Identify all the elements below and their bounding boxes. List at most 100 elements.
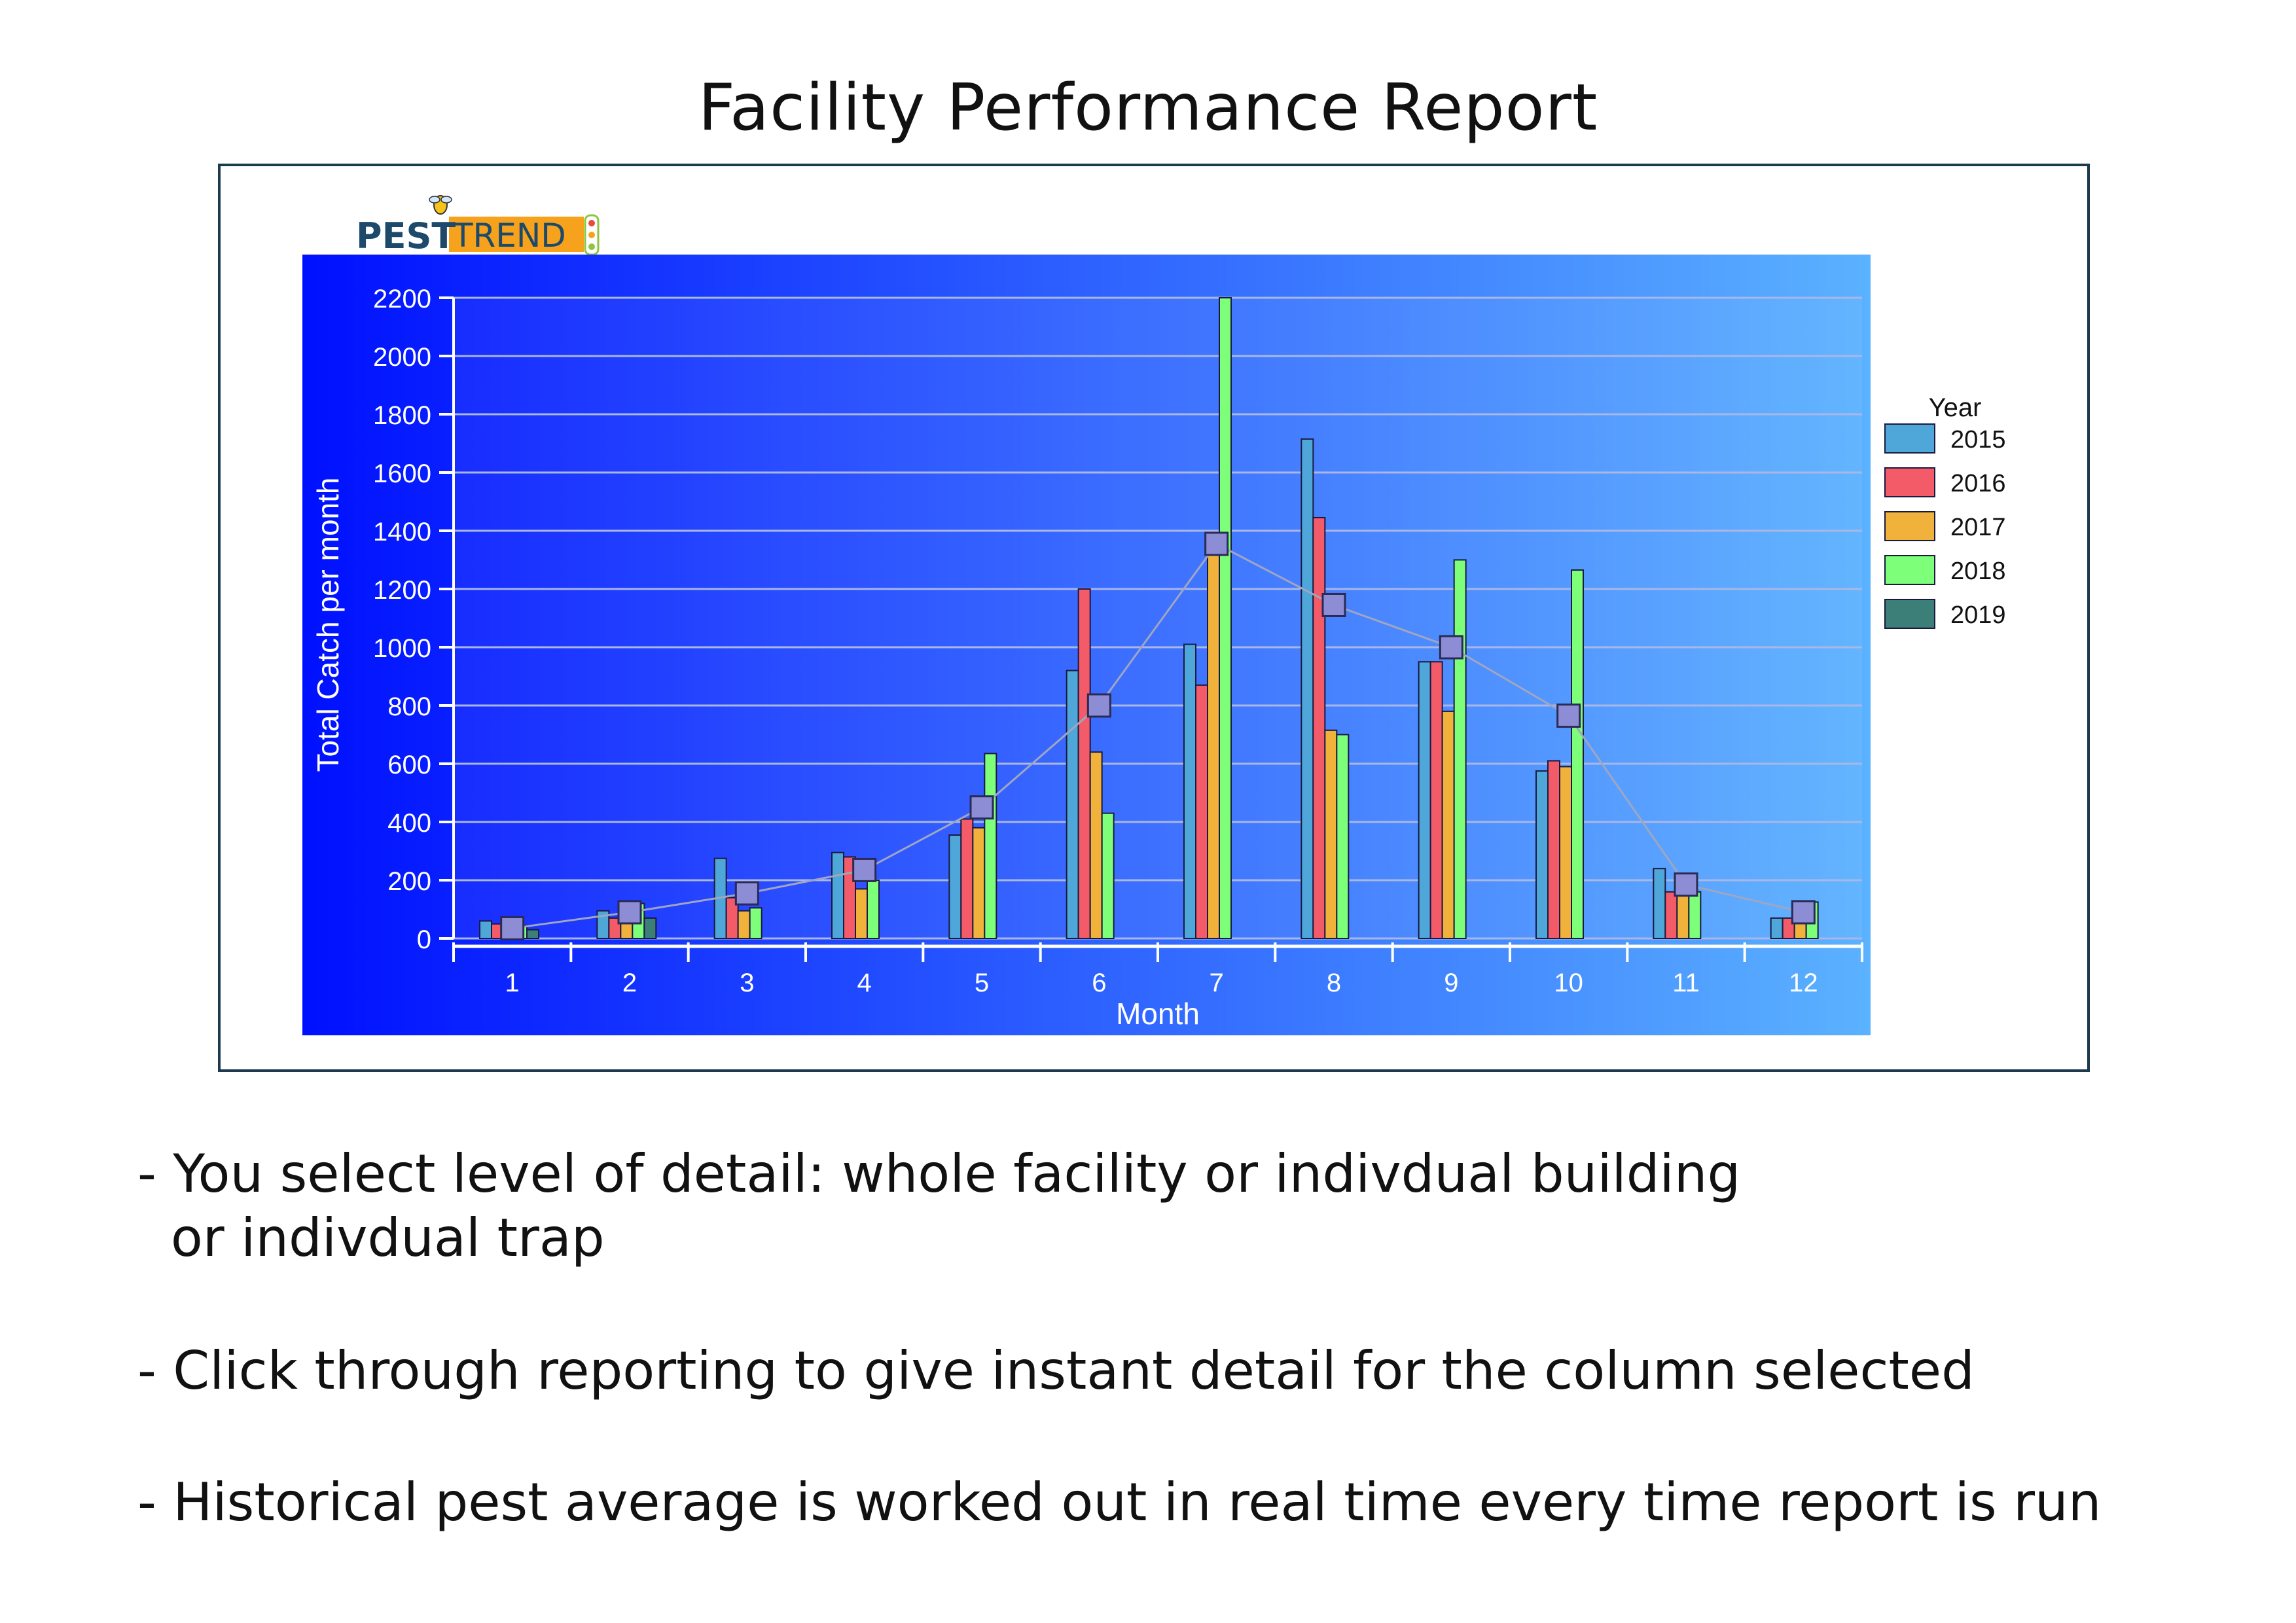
logo-pest-text: PEST: [356, 215, 456, 257]
average-marker-month-5: [969, 795, 994, 820]
bar-2016-month-7: [1195, 684, 1208, 939]
average-marker-month-2: [617, 900, 642, 925]
pesttrend-logo: PEST TREND: [356, 195, 600, 257]
legend-label-2015: 2015: [1950, 426, 2006, 454]
logo-trend-text: TREND: [452, 217, 566, 255]
bullet-2-line-1: - Click through reporting to give instan…: [137, 1340, 1975, 1401]
y-tick-label: 2200: [373, 285, 431, 313]
average-marker-month-11: [1674, 872, 1698, 897]
y-tick-label: 0: [417, 925, 431, 954]
bar-2015-month-11: [1653, 868, 1666, 939]
y-tick-label: 1200: [373, 576, 431, 605]
bar-2018-month-10: [1571, 569, 1584, 939]
y-tick-label: 1000: [373, 634, 431, 663]
bar-2015-month-7: [1183, 643, 1196, 939]
bar-2018-month-7: [1219, 297, 1232, 939]
bar-2017-month-11: [1676, 891, 1690, 940]
bar-2015-month-12: [1770, 917, 1784, 939]
x-axis-label: Month: [1116, 997, 1200, 1031]
bar-2015-month-5: [948, 834, 962, 940]
bullet-3: - Historical pest average is worked out …: [137, 1471, 2101, 1535]
average-marker-month-1: [500, 916, 525, 940]
y-axis-label: Total Catch per month: [311, 477, 345, 772]
bar-2017-month-4: [855, 888, 868, 939]
x-tick-label: 4: [857, 969, 872, 997]
x-tick-label: 7: [1210, 969, 1224, 997]
bar-2018-month-11: [1688, 891, 1702, 940]
bar-2019-month-1: [526, 929, 539, 940]
bullet-1: - You select level of detail: whole faci…: [137, 1142, 1740, 1270]
legend-swatch-2016: [1884, 467, 1935, 497]
bullet-3-line-1: - Historical pest average is worked out …: [137, 1472, 2102, 1533]
average-marker-month-7: [1204, 531, 1229, 556]
legend-swatch-2019: [1884, 599, 1935, 629]
legend-title: Year: [1929, 393, 1982, 422]
y-tick-label: 1400: [373, 518, 431, 546]
x-tick-label: 1: [505, 969, 520, 997]
y-tick-label: 2000: [373, 343, 431, 372]
bar-2018-month-4: [867, 880, 880, 939]
x-tick-label: 10: [1554, 969, 1583, 997]
average-marker-month-3: [734, 881, 759, 906]
bar-2017-month-7: [1207, 547, 1220, 939]
bar-2019-month-2: [643, 917, 657, 939]
monthly-catch-chart: 0200400600800100012001400160018002000220…: [302, 255, 2006, 1035]
legend-swatch-2018: [1884, 555, 1935, 585]
bar-2016-month-10: [1547, 760, 1560, 940]
average-marker-month-12: [1791, 900, 1816, 925]
x-tick-label: 2: [622, 969, 637, 997]
bar-2017-month-10: [1559, 766, 1572, 939]
y-tick-label: 800: [387, 692, 431, 721]
legend-label-2018: 2018: [1950, 558, 2006, 585]
average-marker-month-10: [1556, 704, 1581, 728]
bar-2017-month-6: [1089, 751, 1103, 939]
bee-icon: [429, 195, 452, 215]
bar-2017-month-8: [1324, 729, 1338, 939]
y-tick-label: 400: [387, 809, 431, 838]
average-marker-month-9: [1439, 635, 1463, 660]
average-marker-month-6: [1086, 693, 1111, 718]
bar-2015-month-1: [479, 920, 492, 940]
x-tick-label: 5: [975, 969, 989, 997]
bar-2018-month-5: [984, 753, 997, 940]
page-title: Facility Performance Report: [698, 71, 1598, 145]
bar-2016-month-5: [960, 818, 974, 940]
bar-2018-month-3: [749, 907, 762, 940]
bar-2016-month-6: [1077, 588, 1091, 939]
x-tick-label: 12: [1789, 969, 1818, 997]
bullet-1-line-2: or indivdual trap: [137, 1207, 605, 1268]
bar-2017-month-3: [737, 910, 751, 939]
y-tick-label: 200: [387, 867, 431, 896]
legend-swatch-2017: [1884, 511, 1935, 541]
y-tick-label: 1600: [373, 459, 431, 488]
average-marker-month-4: [852, 857, 877, 882]
bar-2016-month-11: [1664, 891, 1678, 940]
bar-2015-month-9: [1418, 661, 1431, 939]
y-tick-label: 1800: [373, 401, 431, 430]
legend-label-2016: 2016: [1950, 470, 2006, 497]
traffic-light-icon: [584, 214, 600, 256]
bar-2016-month-9: [1429, 661, 1443, 939]
plot-area: [454, 298, 1862, 938]
bar-2015-month-6: [1066, 669, 1079, 939]
bar-2018-month-9: [1453, 559, 1467, 939]
bar-2018-month-8: [1336, 734, 1350, 939]
bar-2017-month-9: [1441, 710, 1455, 940]
bar-2018-month-6: [1101, 812, 1115, 940]
bullet-2: - Click through reporting to give instan…: [137, 1339, 1975, 1403]
average-marker-month-8: [1321, 592, 1346, 617]
bar-2015-month-8: [1300, 438, 1314, 939]
x-tick-label: 9: [1444, 969, 1458, 997]
x-tick-label: 3: [740, 969, 754, 997]
average-line: [512, 543, 1804, 929]
legend-label-2019: 2019: [1950, 601, 2006, 629]
x-tick-label: 11: [1672, 969, 1700, 997]
bar-2015-month-4: [831, 851, 844, 939]
bar-2015-month-10: [1535, 770, 1549, 939]
x-tick-label: 6: [1092, 969, 1106, 997]
bar-2016-month-8: [1312, 516, 1326, 939]
bar-2017-month-2: [620, 921, 634, 940]
legend-swatch-2015: [1884, 423, 1935, 454]
y-tick-label: 600: [387, 751, 431, 779]
bullet-1-line-1: - You select level of detail: whole faci…: [137, 1143, 1741, 1204]
